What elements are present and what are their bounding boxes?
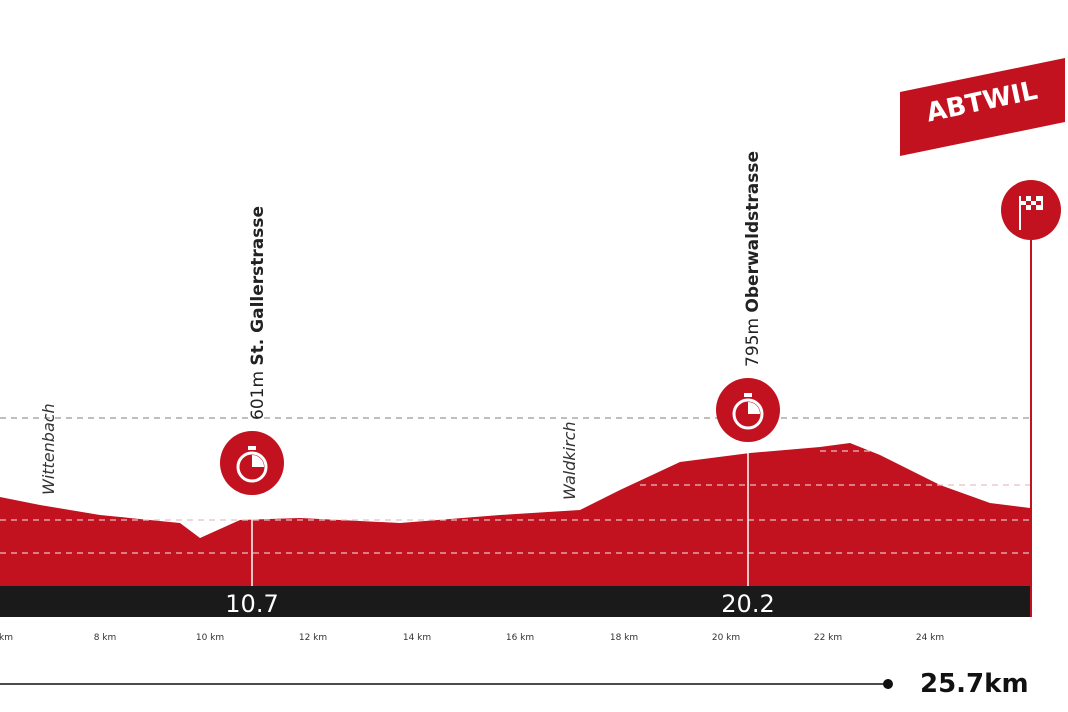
- stopwatch-icon: [716, 378, 780, 442]
- town-label: Wittenbach: [39, 403, 58, 495]
- sprint-label: 601m St. Gallerstrasse: [248, 206, 268, 420]
- km-bar: [0, 586, 1030, 617]
- km-tick-label: 18 km: [610, 633, 638, 643]
- sprint-altitude: 795m: [743, 318, 763, 367]
- km-tick-label: 22 km: [814, 633, 842, 643]
- sprint-label: 795m Oberwaldstrasse: [743, 151, 763, 367]
- stopwatch-icon: [220, 431, 284, 495]
- elevation-profile: [0, 443, 1030, 586]
- km-tick-label: km: [0, 633, 13, 643]
- km-tick-label: 12 km: [299, 633, 327, 643]
- km-tick-label: 24 km: [916, 633, 944, 643]
- km-tick-label: 10 km: [196, 633, 224, 643]
- finish-flag-icon: [1001, 180, 1061, 240]
- km-tick-label: 20 km: [712, 633, 740, 643]
- sprint-name: Oberwaldstrasse: [743, 151, 763, 313]
- distance-total: 25.7km: [920, 669, 1029, 699]
- finish-banner: ABTWIL: [900, 58, 1065, 156]
- sprint-altitude: 601m: [248, 371, 268, 420]
- km-tick-label: 8 km: [94, 633, 117, 643]
- km-tick-label: 16 km: [506, 633, 534, 643]
- sprint-km: 10.7: [225, 590, 278, 618]
- distance-dot: [883, 679, 893, 689]
- sprint-name: St. Gallerstrasse: [248, 206, 268, 366]
- town-label: Waldkirch: [560, 421, 579, 500]
- sprint-km: 20.2: [721, 590, 774, 618]
- km-tick-label: 14 km: [403, 633, 431, 643]
- km-axis: km 8 km 10 km 12 km 14 km 16 km 18 km 20 km 22 k…: [0, 633, 944, 643]
